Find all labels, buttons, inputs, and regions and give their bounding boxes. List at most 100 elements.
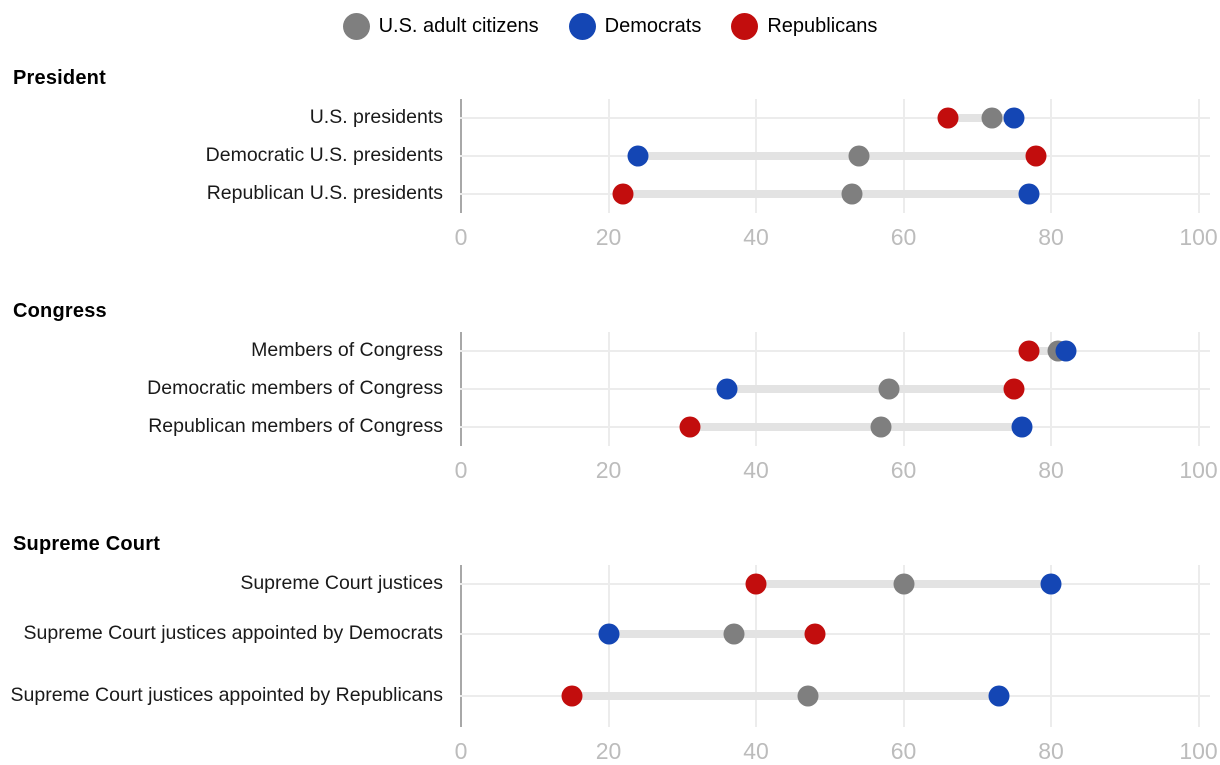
chart-row: Democratic members of Congress — [0, 370, 1220, 408]
republicans-data-dot — [937, 107, 959, 129]
x-axis-tick-label: 40 — [743, 457, 769, 483]
row-label: Republican members of Congress — [148, 415, 443, 438]
chart-row: Democratic U.S. presidents — [0, 137, 1220, 175]
chart-row: Members of Congress — [0, 332, 1220, 370]
republicans-dot-icon — [731, 13, 759, 40]
legend-label-republicans: Republicans — [767, 15, 878, 37]
range-connector-bar — [571, 692, 1000, 700]
range-connector-bar — [947, 114, 1015, 122]
row-label: Democratic U.S. presidents — [205, 144, 443, 167]
democrats-data-dot — [1055, 340, 1077, 362]
x-axis: 0 20 40 60 80 100 — [0, 224, 1220, 251]
panel-header: President — [13, 67, 106, 89]
row-plot — [460, 99, 1220, 137]
panel-president: President U.S. presidents Democratic U.S. … — [0, 67, 1220, 251]
row-plot — [460, 603, 1220, 665]
x-gridline — [1050, 565, 1052, 727]
democrats-data-dot — [1003, 107, 1025, 129]
row-label: Democratic members of Congress — [147, 377, 443, 400]
panel-plot-area: Members of Congress Democratic members of… — [0, 332, 1220, 446]
range-connector-bar — [638, 152, 1037, 160]
legend-label-citizens: U.S. adult citizens — [378, 15, 539, 37]
row-plot — [460, 175, 1220, 213]
row-plot — [460, 332, 1220, 370]
republicans-data-dot — [612, 183, 634, 205]
citizens-data-dot — [870, 416, 892, 438]
dumbbell-chart: President U.S. presidents Democratic U.S. … — [0, 67, 1220, 765]
democrats-data-dot — [1040, 573, 1062, 595]
citizens-data-dot — [981, 107, 1003, 129]
panel-plot-area: Supreme Court justices Supreme Court just… — [0, 565, 1220, 727]
x-axis-tick-label: 80 — [1038, 457, 1064, 483]
democrats-data-dot — [598, 623, 619, 645]
x-axis-tick-label: 60 — [890, 224, 917, 250]
row-plot — [460, 408, 1220, 446]
citizens-data-dot — [797, 685, 819, 707]
row-label: U.S. presidents — [309, 106, 443, 129]
citizens-data-dot — [841, 183, 863, 205]
panel-plot-area: U.S. presidents Democratic U.S. president… — [0, 99, 1220, 213]
panel-supreme-court: Supreme Court Supreme Court justices Supre… — [0, 533, 1220, 765]
democrats-dot-icon — [568, 13, 596, 40]
chart-row: Supreme Court justices appointed by Demo… — [0, 603, 1220, 665]
row-label: Members of Congress — [251, 339, 443, 362]
legend-item-republicans: Republicans — [731, 13, 877, 40]
row-plot — [460, 370, 1220, 408]
legend-item-citizens: U.S. adult citizens — [342, 13, 539, 40]
x-axis-tick-label: 0 — [454, 457, 468, 483]
x-axis-tick-label: 0 — [454, 224, 468, 250]
y-axis-line — [460, 565, 462, 727]
x-gridline — [755, 565, 757, 727]
row-plot — [460, 137, 1220, 175]
panel-congress: Congress Members of Congress Democratic me… — [0, 300, 1220, 484]
x-axis: 0 20 40 60 80 100 — [0, 457, 1220, 484]
republicans-data-dot — [1025, 145, 1047, 167]
chart-row: U.S. presidents — [0, 99, 1220, 137]
republicans-data-dot — [679, 416, 701, 438]
citizens-data-dot — [723, 623, 745, 645]
republicans-data-dot — [1003, 378, 1025, 400]
row-baseline — [460, 633, 1210, 635]
range-connector-bar — [726, 385, 1015, 393]
x-axis-tick-label: 80 — [1038, 738, 1064, 764]
legend-item-democrats: Democrats — [568, 13, 702, 40]
range-connector-bar — [689, 423, 1022, 431]
citizens-dot-icon — [342, 13, 370, 40]
row-label: Supreme Court justices appointed by Repu… — [10, 684, 444, 707]
range-connector-bar — [623, 190, 1029, 198]
republicans-data-dot — [561, 685, 583, 707]
x-axis-tick-label: 40 — [743, 738, 769, 764]
x-axis: 0 20 40 60 80 100 — [0, 738, 1220, 765]
republicans-data-dot — [804, 623, 826, 645]
x-gridline — [1197, 565, 1200, 727]
legend-label-democrats: Democrats — [604, 15, 702, 37]
citizens-data-dot — [848, 145, 870, 167]
range-connector-bar — [1028, 347, 1066, 355]
x-axis-tick-label: 0 — [454, 738, 468, 764]
range-connector-bar — [608, 630, 815, 638]
democrats-data-dot — [988, 685, 1010, 707]
democrats-data-dot — [716, 378, 737, 400]
democrats-data-dot — [627, 145, 649, 167]
x-axis-tick-label: 20 — [595, 224, 622, 250]
citizens-data-dot — [893, 573, 914, 595]
panel-header: Congress — [13, 300, 107, 322]
chart-row: Republican members of Congress — [0, 408, 1220, 446]
x-axis-tick-label: 80 — [1038, 224, 1064, 250]
row-baseline — [460, 117, 1210, 119]
x-axis-tick-label: 100 — [1179, 224, 1218, 250]
panel-header: Supreme Court — [13, 533, 161, 555]
row-plot — [460, 665, 1220, 727]
x-gridline — [607, 565, 610, 727]
democrats-data-dot — [1018, 183, 1040, 205]
chart-row: Supreme Court justices appointed by Repu… — [0, 665, 1220, 727]
chart-legend: U.S. adult citizens Democrats Republican… — [0, 0, 1220, 40]
x-axis-tick-label: 100 — [1179, 457, 1218, 483]
chart-row: Supreme Court justices — [0, 565, 1220, 603]
x-axis-tick-label: 20 — [595, 738, 622, 764]
x-axis-tick-label: 40 — [743, 224, 769, 250]
row-label: Supreme Court justices — [240, 572, 443, 595]
row-plot — [460, 565, 1220, 603]
chart-row: Republican U.S. presidents — [0, 175, 1220, 213]
republicans-data-dot — [745, 573, 767, 595]
